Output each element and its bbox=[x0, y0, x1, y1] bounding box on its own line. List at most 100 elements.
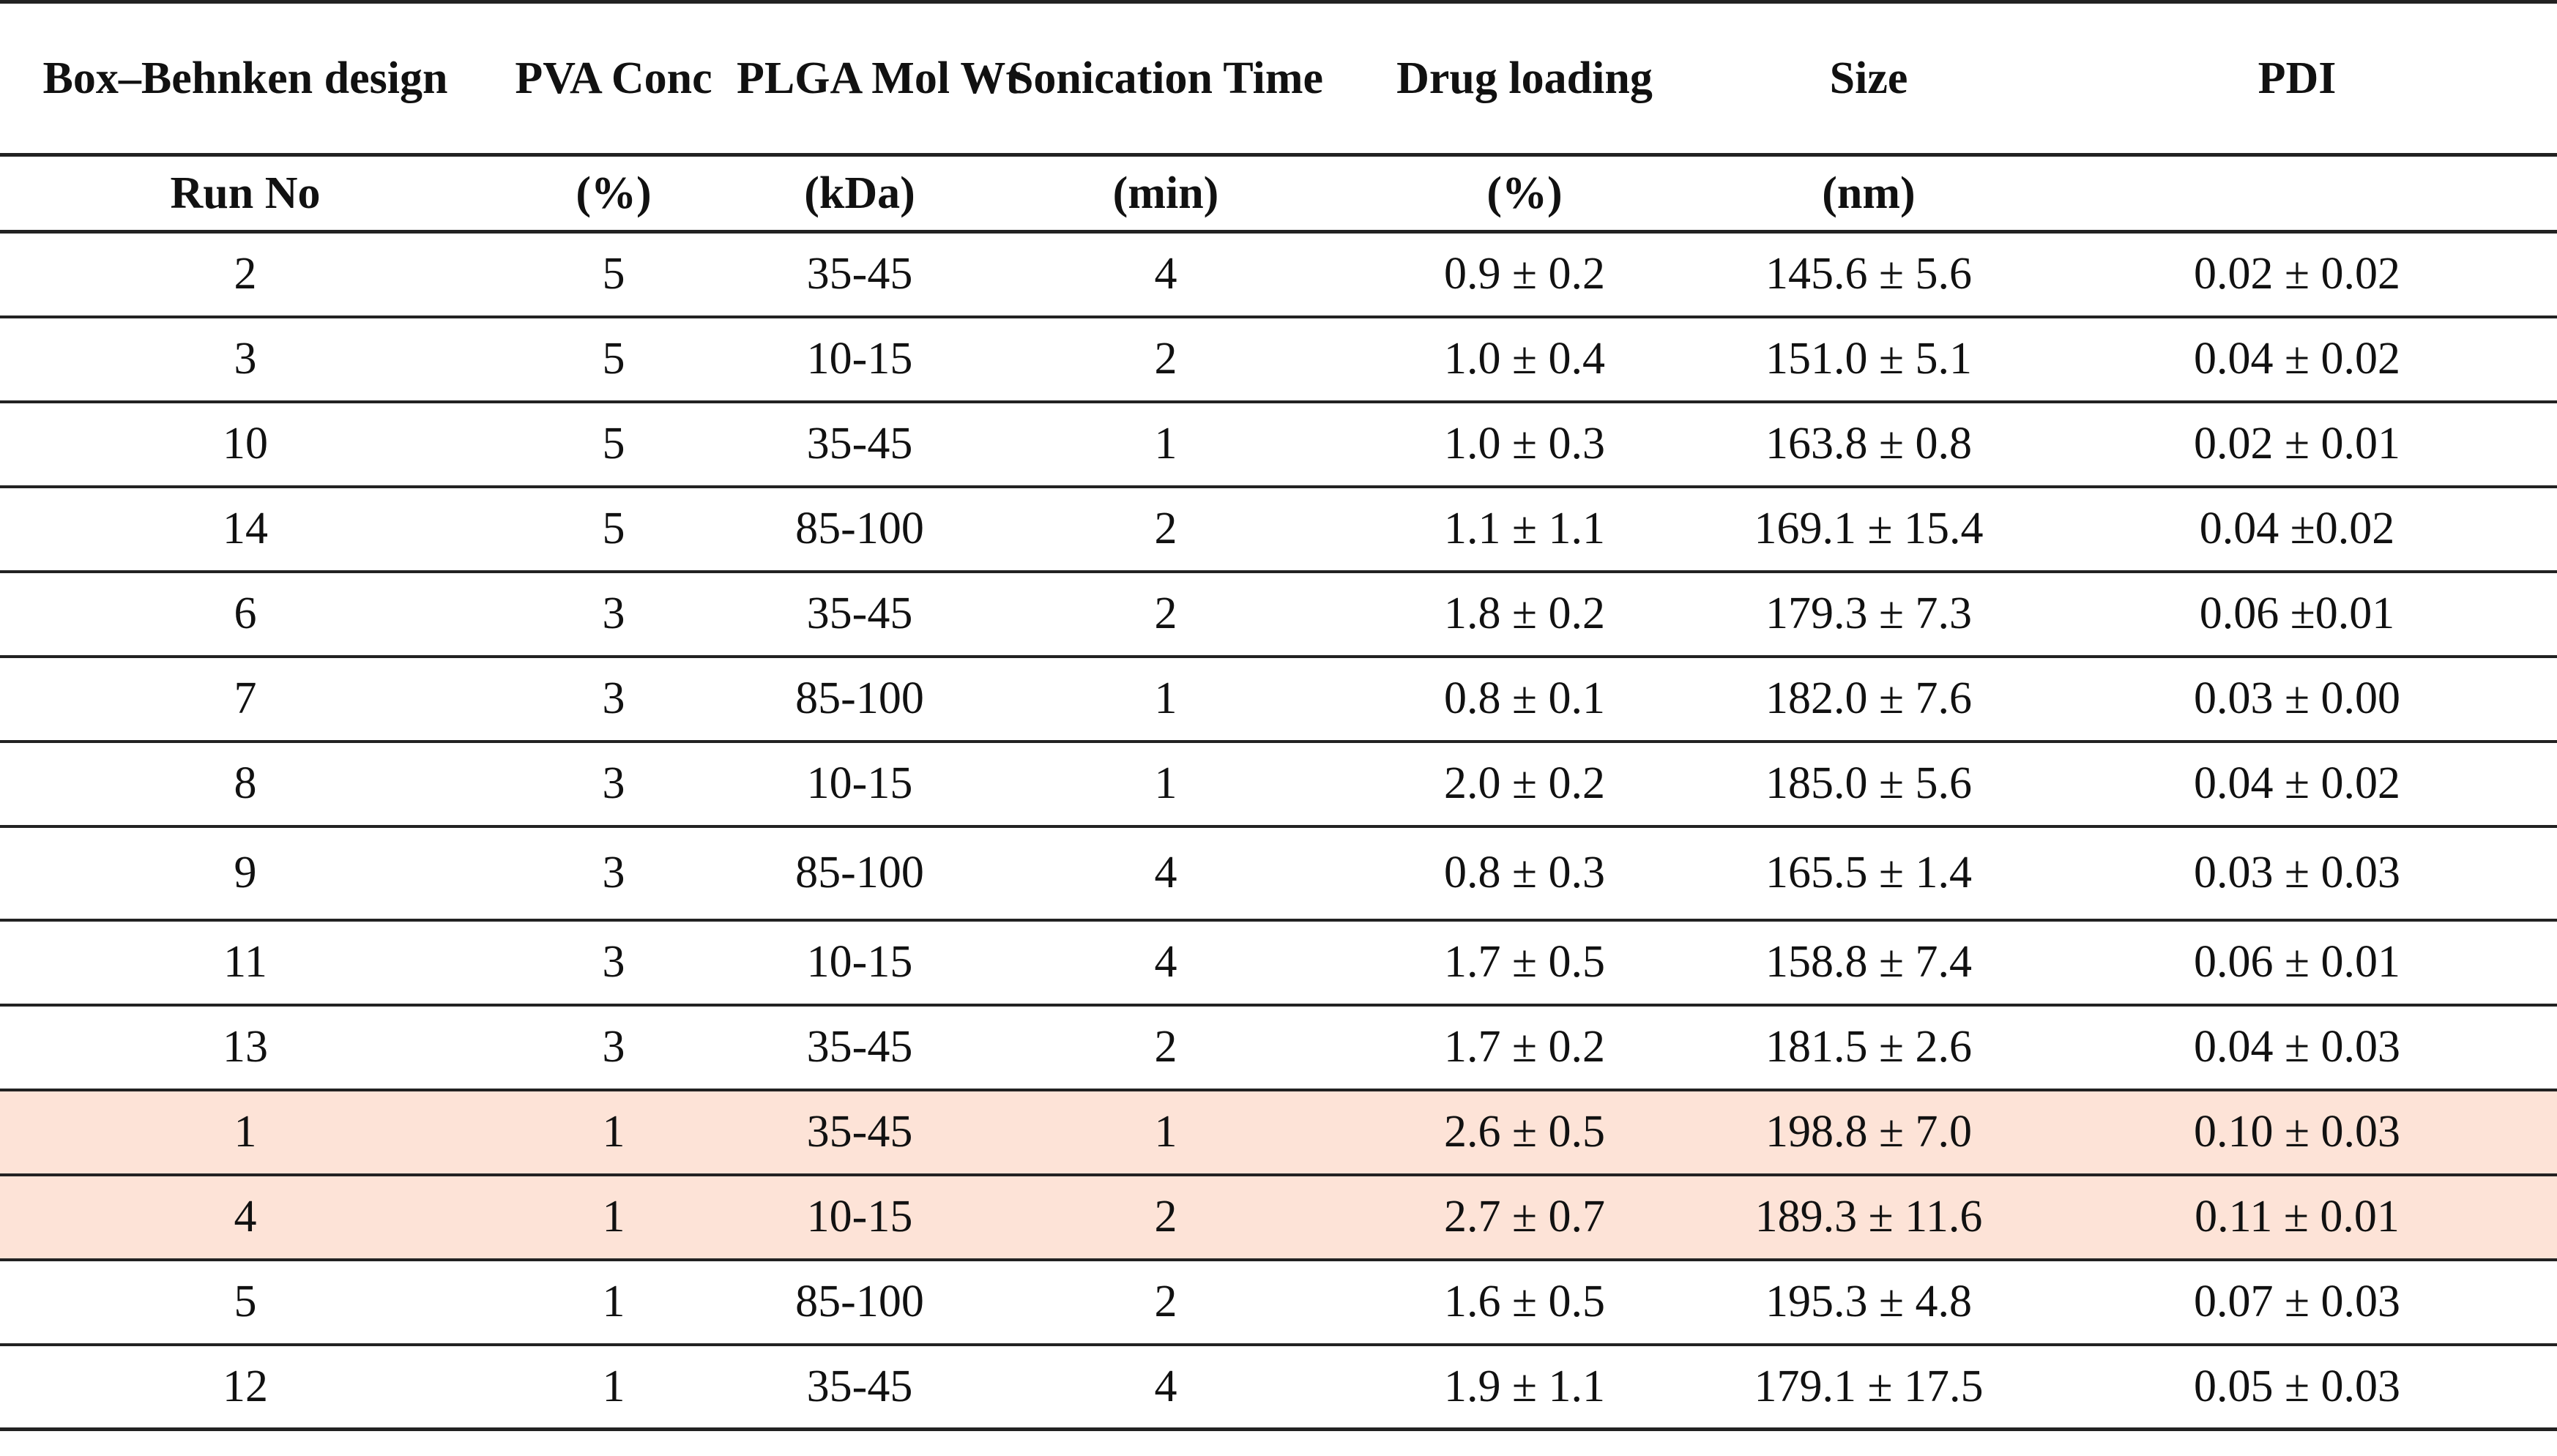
unit-run-no: Run No bbox=[0, 154, 491, 234]
table-row: 8 3 10-15 1 2.0 ± 0.2 185.0 ± 5.6 0.04 ± 0.02 bbox=[0, 741, 2557, 828]
cell-pva-conc: 3 bbox=[491, 1004, 737, 1091]
cell-pdi: 0.05 ± 0.03 bbox=[2037, 1344, 2557, 1431]
cell-plga-mol-wt: 10-15 bbox=[737, 1174, 983, 1261]
cell-size: 198.8 ± 7.0 bbox=[1700, 1089, 2037, 1176]
cell-size: 169.1 ± 15.4 bbox=[1700, 486, 2037, 573]
cell-plga-mol-wt: 85-100 bbox=[737, 1259, 983, 1346]
cell-sonication-time: 2 bbox=[983, 486, 1349, 573]
cell-drug-loading: 1.8 ± 0.2 bbox=[1349, 571, 1700, 658]
header-drug-loading: Drug loading bbox=[1349, 0, 1700, 157]
cell-drug-loading: 1.7 ± 0.5 bbox=[1349, 919, 1700, 1007]
cell-pva-conc: 1 bbox=[491, 1259, 737, 1346]
table-header: Box–Behnken design PVA Conc PLGA Mol Wt … bbox=[0, 0, 2557, 234]
cell-drug-loading: 1.7 ± 0.2 bbox=[1349, 1004, 1700, 1091]
cell-plga-mol-wt: 10-15 bbox=[737, 741, 983, 828]
unit-pva-conc: (%) bbox=[491, 154, 737, 234]
cell-size: 179.3 ± 7.3 bbox=[1700, 571, 2037, 658]
cell-drug-loading: 1.6 ± 0.5 bbox=[1349, 1259, 1700, 1346]
cell-pva-conc: 3 bbox=[491, 741, 737, 828]
table-row: 11 3 10-15 4 1.7 ± 0.5 158.8 ± 7.4 0.06 ± 0.01 bbox=[0, 919, 2557, 1007]
header-pdi: PDI bbox=[2037, 0, 2557, 157]
cell-pdi: 0.06 ±0.01 bbox=[2037, 571, 2557, 658]
cell-run-no: 9 bbox=[0, 826, 491, 922]
cell-size: 195.3 ± 4.8 bbox=[1700, 1259, 2037, 1346]
table-row: 14 5 85-100 2 1.1 ± 1.1 169.1 ± 15.4 0.04 ±0.0… bbox=[0, 486, 2557, 573]
cell-size: 163.8 ± 0.8 bbox=[1700, 401, 2037, 488]
table-body: 2 5 35-45 4 0.9 ± 0.2 145.6 ± 5.6 0.02 ± 0.02 3… bbox=[0, 231, 2557, 1431]
cell-drug-loading: 1.0 ± 0.3 bbox=[1349, 401, 1700, 488]
cell-plga-mol-wt: 35-45 bbox=[737, 1344, 983, 1431]
cell-pdi: 0.03 ± 0.03 bbox=[2037, 826, 2557, 922]
cell-sonication-time: 2 bbox=[983, 1174, 1349, 1261]
cell-pva-conc: 1 bbox=[491, 1174, 737, 1261]
cell-sonication-time: 1 bbox=[983, 741, 1349, 828]
cell-run-no: 7 bbox=[0, 656, 491, 743]
cell-sonication-time: 4 bbox=[983, 231, 1349, 318]
cell-sonication-time: 2 bbox=[983, 1259, 1349, 1346]
unit-pdi bbox=[2037, 154, 2557, 234]
table-row: 5 1 85-100 2 1.6 ± 0.5 195.3 ± 4.8 0.07 ± 0.03 bbox=[0, 1259, 2557, 1346]
cell-pdi: 0.04 ±0.02 bbox=[2037, 486, 2557, 573]
cell-size: 179.1 ± 17.5 bbox=[1700, 1344, 2037, 1431]
cell-sonication-time: 4 bbox=[983, 919, 1349, 1007]
cell-pdi: 0.04 ± 0.02 bbox=[2037, 316, 2557, 403]
cell-run-no: 12 bbox=[0, 1344, 491, 1431]
cell-run-no: 4 bbox=[0, 1174, 491, 1261]
cell-size: 189.3 ± 11.6 bbox=[1700, 1174, 2037, 1261]
cell-pva-conc: 3 bbox=[491, 919, 737, 1007]
cell-drug-loading: 0.9 ± 0.2 bbox=[1349, 231, 1700, 318]
table-row: 1 1 35-45 1 2.6 ± 0.5 198.8 ± 7.0 0.10 ± 0.03 bbox=[0, 1089, 2557, 1176]
cell-pva-conc: 5 bbox=[491, 316, 737, 403]
cell-plga-mol-wt: 35-45 bbox=[737, 231, 983, 318]
cell-pva-conc: 1 bbox=[491, 1344, 737, 1431]
table-row: 12 1 35-45 4 1.9 ± 1.1 179.1 ± 17.5 0.05 ± 0.0… bbox=[0, 1344, 2557, 1431]
cell-size: 182.0 ± 7.6 bbox=[1700, 656, 2037, 743]
cell-sonication-time: 4 bbox=[983, 826, 1349, 922]
cell-plga-mol-wt: 35-45 bbox=[737, 1089, 983, 1176]
cell-run-no: 3 bbox=[0, 316, 491, 403]
cell-sonication-time: 2 bbox=[983, 316, 1349, 403]
cell-drug-loading: 0.8 ± 0.1 bbox=[1349, 656, 1700, 743]
cell-drug-loading: 2.0 ± 0.2 bbox=[1349, 741, 1700, 828]
unit-sonication-time: (min) bbox=[983, 154, 1349, 234]
cell-sonication-time: 2 bbox=[983, 571, 1349, 658]
cell-sonication-time: 1 bbox=[983, 656, 1349, 743]
cell-size: 181.5 ± 2.6 bbox=[1700, 1004, 2037, 1091]
cell-plga-mol-wt: 35-45 bbox=[737, 401, 983, 488]
cell-pva-conc: 5 bbox=[491, 401, 737, 488]
cell-drug-loading: 1.0 ± 0.4 bbox=[1349, 316, 1700, 403]
unit-plga-mol-wt: (kDa) bbox=[737, 154, 983, 234]
cell-sonication-time: 4 bbox=[983, 1344, 1349, 1431]
cell-pdi: 0.03 ± 0.00 bbox=[2037, 656, 2557, 743]
unit-drug-loading: (%) bbox=[1349, 154, 1700, 234]
cell-plga-mol-wt: 10-15 bbox=[737, 316, 983, 403]
cell-sonication-time: 1 bbox=[983, 1089, 1349, 1176]
cell-pva-conc: 1 bbox=[491, 1089, 737, 1176]
cell-size: 158.8 ± 7.4 bbox=[1700, 919, 2037, 1007]
cell-drug-loading: 1.1 ± 1.1 bbox=[1349, 486, 1700, 573]
cell-size: 145.6 ± 5.6 bbox=[1700, 231, 2037, 318]
table-row: 13 3 35-45 2 1.7 ± 0.2 181.5 ± 2.6 0.04 ± 0.03 bbox=[0, 1004, 2557, 1091]
header-size: Size bbox=[1700, 0, 2037, 157]
cell-pva-conc: 3 bbox=[491, 826, 737, 922]
table-row: 2 5 35-45 4 0.9 ± 0.2 145.6 ± 5.6 0.02 ± 0.02 bbox=[0, 231, 2557, 318]
table-row: 7 3 85-100 1 0.8 ± 0.1 182.0 ± 7.6 0.03 ± 0.00 bbox=[0, 656, 2557, 743]
table-row: 10 5 35-45 1 1.0 ± 0.3 163.8 ± 0.8 0.02 ± 0.01 bbox=[0, 401, 2557, 488]
cell-plga-mol-wt: 85-100 bbox=[737, 656, 983, 743]
header-row: Box–Behnken design PVA Conc PLGA Mol Wt … bbox=[0, 0, 2557, 157]
cell-pva-conc: 5 bbox=[491, 231, 737, 318]
cell-pdi: 0.04 ± 0.02 bbox=[2037, 741, 2557, 828]
cell-pdi: 0.07 ± 0.03 bbox=[2037, 1259, 2557, 1346]
cell-pdi: 0.10 ± 0.03 bbox=[2037, 1089, 2557, 1176]
cell-size: 185.0 ± 5.6 bbox=[1700, 741, 2037, 828]
cell-size: 165.5 ± 1.4 bbox=[1700, 826, 2037, 922]
cell-run-no: 2 bbox=[0, 231, 491, 318]
cell-plga-mol-wt: 10-15 bbox=[737, 919, 983, 1007]
cell-run-no: 10 bbox=[0, 401, 491, 488]
cell-drug-loading: 2.6 ± 0.5 bbox=[1349, 1089, 1700, 1176]
cell-pdi: 0.04 ± 0.03 bbox=[2037, 1004, 2557, 1091]
cell-drug-loading: 2.7 ± 0.7 bbox=[1349, 1174, 1700, 1261]
cell-drug-loading: 1.9 ± 1.1 bbox=[1349, 1344, 1700, 1431]
